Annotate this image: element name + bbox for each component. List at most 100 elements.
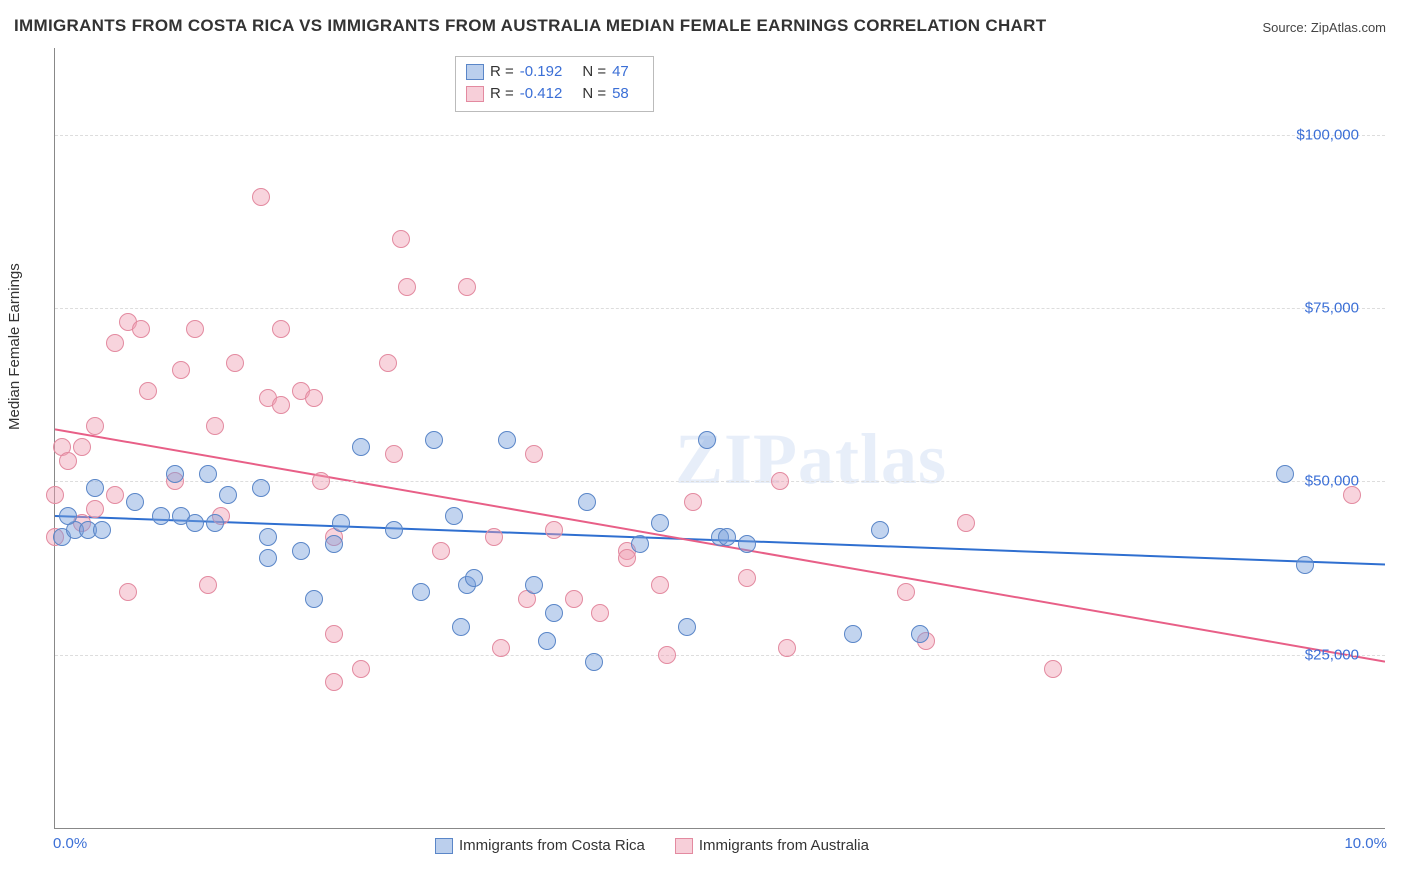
data-point [631, 535, 649, 553]
data-point [312, 472, 330, 490]
data-point [591, 604, 609, 622]
legend-label: Immigrants from Costa Rica [459, 837, 645, 854]
data-point [445, 507, 463, 525]
legend-stats-row: R = -0.192 N = 47 [466, 61, 643, 83]
data-point [1343, 486, 1361, 504]
data-point [252, 479, 270, 497]
data-point [325, 673, 343, 691]
data-point [498, 431, 516, 449]
data-point [525, 576, 543, 594]
data-point [1296, 556, 1314, 574]
data-point [272, 396, 290, 414]
data-point [219, 486, 237, 504]
data-point [132, 320, 150, 338]
swatch-blue-icon [466, 64, 484, 80]
data-point [492, 639, 510, 657]
data-point [398, 278, 416, 296]
data-point [106, 334, 124, 352]
data-point [59, 452, 77, 470]
r-label: R = [490, 83, 514, 105]
data-point [199, 576, 217, 594]
data-point [186, 514, 204, 532]
source-label: Source: ZipAtlas.com [1262, 20, 1386, 35]
data-point [46, 486, 64, 504]
y-axis-label: Median Female Earnings [6, 263, 23, 430]
data-point [458, 278, 476, 296]
data-point [252, 188, 270, 206]
legend-item: Immigrants from Australia [675, 837, 869, 854]
data-point [425, 431, 443, 449]
data-point [259, 528, 277, 546]
data-point [578, 493, 596, 511]
legend-label: Immigrants from Australia [699, 837, 869, 854]
plot-area: ZIPatlas R = -0.192 N = 47 R = -0.412 N … [54, 48, 1385, 829]
swatch-pink-icon [466, 86, 484, 102]
data-point [738, 535, 756, 553]
r-value: -0.412 [520, 83, 563, 105]
data-point [379, 354, 397, 372]
data-point [385, 521, 403, 539]
data-point [1276, 465, 1294, 483]
data-point [565, 590, 583, 608]
gridline [55, 135, 1385, 136]
data-point [139, 382, 157, 400]
data-point [485, 528, 503, 546]
data-point [618, 549, 636, 567]
swatch-blue-icon [435, 838, 453, 854]
trend-lines-svg [55, 48, 1385, 828]
data-point [305, 590, 323, 608]
data-point [658, 646, 676, 664]
data-point [545, 604, 563, 622]
data-point [119, 583, 137, 601]
chart-title: IMMIGRANTS FROM COSTA RICA VS IMMIGRANTS… [14, 16, 1046, 36]
r-value: -0.192 [520, 61, 563, 83]
data-point [272, 320, 290, 338]
data-point [465, 569, 483, 587]
data-point [152, 507, 170, 525]
x-tick-label: 0.0% [53, 835, 87, 852]
gridline [55, 308, 1385, 309]
data-point [86, 500, 104, 518]
data-point [911, 625, 929, 643]
data-point [651, 514, 669, 532]
data-point [525, 445, 543, 463]
data-point [172, 361, 190, 379]
r-label: R = [490, 61, 514, 83]
legend-item: Immigrants from Costa Rica [435, 837, 645, 854]
data-point [325, 625, 343, 643]
swatch-pink-icon [675, 838, 693, 854]
data-point [59, 507, 77, 525]
data-point [292, 542, 310, 560]
data-point [259, 549, 277, 567]
data-point [957, 514, 975, 532]
data-point [778, 639, 796, 657]
data-point [305, 389, 323, 407]
data-point [678, 618, 696, 636]
data-point [325, 535, 343, 553]
data-point [73, 438, 91, 456]
n-label: N = [582, 83, 606, 105]
data-point [718, 528, 736, 546]
data-point [1044, 660, 1062, 678]
data-point [93, 521, 111, 539]
data-point [738, 569, 756, 587]
data-point [86, 479, 104, 497]
data-point [771, 472, 789, 490]
data-point [385, 445, 403, 463]
data-point [106, 486, 124, 504]
data-point [684, 493, 702, 511]
data-point [86, 417, 104, 435]
data-point [352, 438, 370, 456]
legend-stats: R = -0.192 N = 47 R = -0.412 N = 58 [455, 56, 654, 112]
n-label: N = [582, 61, 606, 83]
data-point [412, 583, 430, 601]
data-point [651, 576, 669, 594]
data-point [698, 431, 716, 449]
data-point [332, 514, 350, 532]
y-tick-label: $75,000 [1305, 300, 1359, 317]
data-point [538, 632, 556, 650]
data-point [844, 625, 862, 643]
data-point [871, 521, 889, 539]
data-point [206, 417, 224, 435]
data-point [585, 653, 603, 671]
